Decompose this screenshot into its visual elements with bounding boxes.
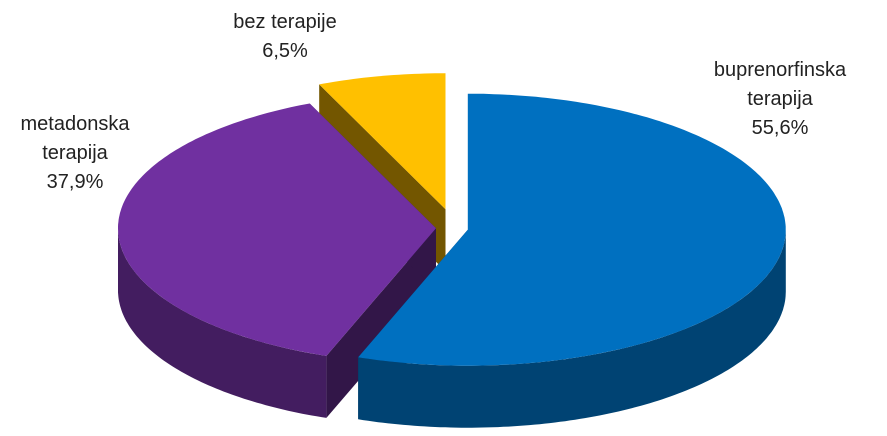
slice-wall (358, 229, 786, 428)
value-label: 37,9% (46, 171, 104, 193)
slice (358, 93, 786, 366)
category-label: metadonska terapija (20, 113, 130, 164)
slice-wall (118, 228, 327, 418)
slice-side (326, 228, 436, 418)
data-label: bez terapije 6,5% (200, 8, 370, 66)
data-label: buprenorfinska terapija 55,6% (700, 56, 860, 143)
value-label: 55,6% (751, 117, 809, 139)
slice (319, 73, 446, 210)
value-label: 6,5% (262, 40, 308, 62)
category-label: buprenorfinska terapija (713, 59, 847, 110)
category-label: bez terapije (233, 11, 337, 33)
slice (118, 103, 436, 356)
data-label: metadonska terapija 37,9% (0, 110, 150, 197)
